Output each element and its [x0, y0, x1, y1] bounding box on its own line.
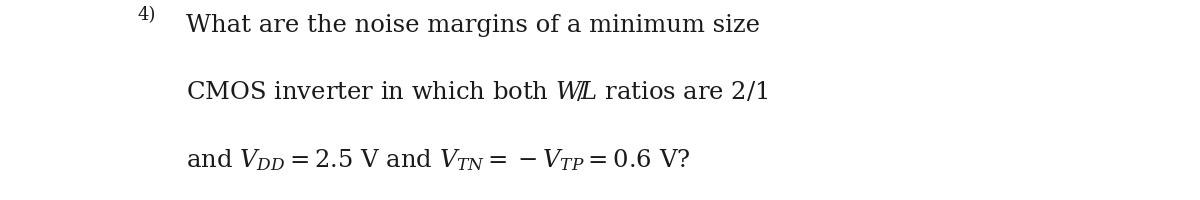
Text: 4): 4) — [138, 6, 156, 24]
Text: CMOS inverter in which both $W\!/\!L$ ratios are 2/1: CMOS inverter in which both $W\!/\!L$ ra… — [186, 80, 768, 104]
Text: and $V_{DD} = 2.5$ V and $V_{TN} = -V_{TP} = 0.6$ V?: and $V_{DD} = 2.5$ V and $V_{TN} = -V_{T… — [186, 146, 690, 172]
Text: What are the noise margins of a minimum size: What are the noise margins of a minimum … — [186, 14, 760, 37]
